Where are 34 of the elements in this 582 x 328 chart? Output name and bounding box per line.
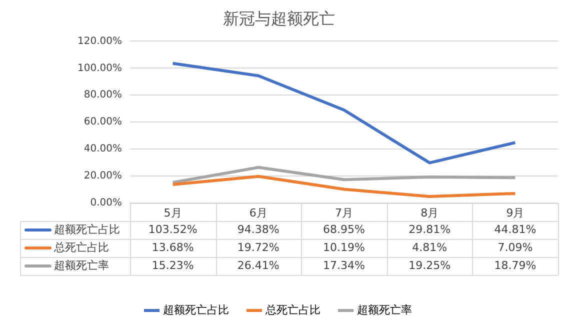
data-label: 19.72% (237, 240, 280, 254)
x-tick-label: 8月 (420, 206, 439, 220)
legend-label: 总死亡占比 (53, 240, 109, 254)
y-tick-label: 60.00% (84, 116, 122, 128)
data-label: 10.19% (323, 240, 365, 254)
text: 超额死亡率 (356, 303, 412, 316)
y-tick-label: 20.00% (84, 170, 122, 182)
data-label: 15.23% (152, 258, 194, 272)
y-tick-label: 120.00% (78, 36, 122, 47)
data-label: 94.38% (237, 222, 280, 236)
data-label: 103.52% (148, 222, 198, 236)
data-label: 17.34% (323, 258, 365, 272)
data-label: 7.09% (498, 240, 533, 254)
legend-label: 超额死亡占比 (54, 222, 120, 236)
x-tick-label: 7月 (335, 206, 353, 220)
y-tick-label: 100.00% (78, 62, 122, 74)
x-tick-label: 9月 (506, 206, 524, 220)
data-label: 18.79% (494, 258, 536, 272)
y-tick-label: 40.00% (84, 144, 122, 155)
data-label: 68.95% (323, 222, 365, 236)
x-tick-label: 6月 (249, 206, 268, 220)
text: 总死亡占比 (265, 303, 320, 316)
data-label: 26.41% (237, 258, 280, 272)
y-tick-label: 0.00% (90, 198, 122, 209)
data-label: 29.81% (408, 222, 451, 236)
chart-title: 新冠与超额死亡 (223, 8, 335, 28)
y-tick-label: 80.00% (84, 90, 122, 101)
data-label: 44.81% (494, 222, 536, 236)
text: 超额死亡占比 (162, 303, 229, 316)
data-label: 4.81% (412, 240, 448, 254)
legend-label: 超额死亡率 (54, 258, 109, 272)
x-tick-label: 5月 (164, 206, 182, 220)
data-label: 19.25% (408, 258, 451, 272)
data-label: 13.68% (152, 240, 194, 254)
